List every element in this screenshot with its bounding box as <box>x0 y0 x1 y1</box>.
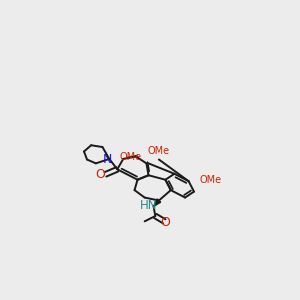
Text: OMe: OMe <box>148 146 170 156</box>
Text: O: O <box>96 168 106 181</box>
Polygon shape <box>154 199 161 206</box>
Text: HN: HN <box>140 200 158 212</box>
Text: OMe: OMe <box>120 152 142 162</box>
Text: O: O <box>160 216 170 229</box>
Text: OMe: OMe <box>200 175 222 185</box>
Text: N: N <box>103 153 112 166</box>
